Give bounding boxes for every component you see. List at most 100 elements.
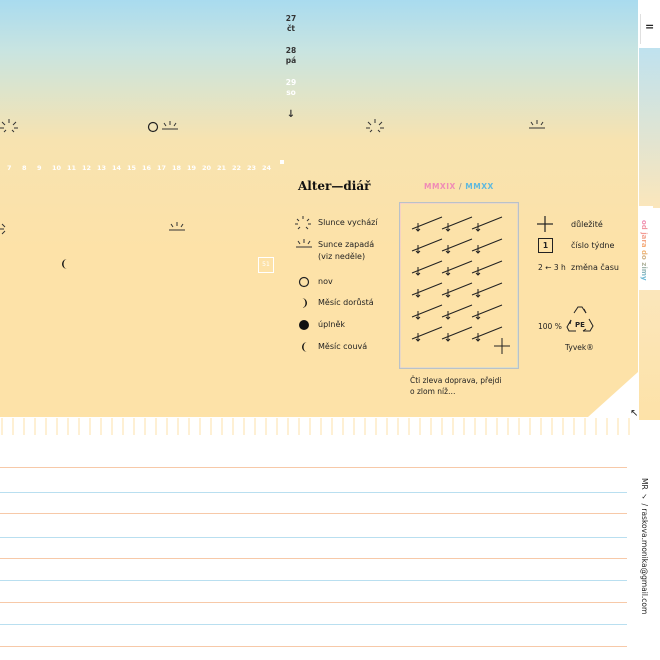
hour-label: 18 bbox=[172, 164, 182, 172]
waxing-moon-icon bbox=[302, 298, 307, 308]
hour-label: 9 bbox=[37, 164, 42, 172]
guide-stroke bbox=[411, 238, 443, 252]
hour-label: 23 bbox=[247, 164, 257, 172]
top-tab[interactable]: = bbox=[640, 14, 660, 44]
season-tab[interactable]: od jara do zimy bbox=[639, 206, 653, 286]
legend-label: číslo týdne bbox=[571, 241, 615, 250]
guide-arrow bbox=[475, 245, 481, 254]
sunset-icon bbox=[296, 239, 312, 248]
hour-scale: 7 8 9 10 11 12 13 14 15 16 17 18 19 20 21 22 23 24 bbox=[0, 164, 280, 176]
legend-label: (viz neděle) bbox=[318, 252, 366, 261]
material-code: PE bbox=[575, 321, 585, 329]
year-a: MMXIX bbox=[424, 182, 456, 191]
reading-guide-box bbox=[399, 202, 519, 369]
recycle-icon bbox=[566, 306, 594, 332]
side-gradient-lower bbox=[639, 290, 660, 420]
guide-arrow bbox=[445, 245, 451, 254]
guide-stroke bbox=[471, 282, 503, 296]
sunrise-icon bbox=[0, 119, 18, 133]
legend-label: důležité bbox=[571, 220, 603, 229]
season-tab-label: od jara do zimy bbox=[640, 220, 648, 281]
hour-label: 13 bbox=[97, 164, 107, 172]
sunrise-icon bbox=[366, 119, 384, 133]
guide-arrow bbox=[445, 311, 451, 320]
guide-stroke bbox=[471, 304, 503, 318]
hour-label: 17 bbox=[157, 164, 167, 172]
hour-label: 14 bbox=[112, 164, 122, 172]
waning-moon-icon bbox=[62, 259, 67, 269]
hour-label: 11 bbox=[67, 164, 77, 172]
sunset-icon bbox=[169, 222, 185, 231]
ruler-ticks bbox=[1, 418, 630, 435]
guide-stroke bbox=[411, 216, 443, 230]
sunrise-icon bbox=[295, 216, 311, 230]
guide-caption-line-1: Čti zleva doprava, přejdi bbox=[410, 376, 502, 385]
sunset-icon bbox=[529, 120, 545, 129]
writing-line bbox=[0, 624, 627, 625]
writing-line bbox=[0, 602, 627, 603]
new-moon-icon bbox=[298, 276, 310, 288]
guide-arrow bbox=[445, 267, 451, 276]
guide-stroke bbox=[471, 238, 503, 252]
legend-label: úplněk bbox=[318, 320, 345, 329]
legend-label: Slunce vychází bbox=[318, 218, 378, 227]
guide-arrow bbox=[415, 289, 421, 298]
equals-icon: = bbox=[645, 20, 655, 33]
year-range: MMXIX / MMXX bbox=[424, 182, 494, 191]
side-gradient bbox=[639, 48, 660, 208]
guide-caption-line-2: o zlom níž… bbox=[410, 387, 456, 396]
guide-arrow bbox=[475, 311, 481, 320]
date-day: čt bbox=[286, 24, 296, 33]
guide-arrow bbox=[415, 267, 421, 276]
down-arrow-icon: ↓ bbox=[286, 109, 296, 120]
guide-stroke bbox=[441, 238, 473, 252]
legend-label: Sunce zapadá bbox=[318, 240, 375, 249]
guide-stroke bbox=[471, 260, 503, 274]
guide-arrow bbox=[475, 333, 481, 342]
hour-label: 21 bbox=[217, 164, 227, 172]
sunrise-icon bbox=[0, 223, 6, 235]
date-column: 27 čt 28 pá 29 so ↓ bbox=[279, 14, 303, 120]
guide-arrow bbox=[475, 223, 481, 232]
author-contact: MR ✓ / raskova.monika@gmail.com bbox=[640, 478, 649, 615]
writing-line bbox=[0, 513, 627, 514]
date-number: 28 bbox=[285, 46, 297, 55]
guide-stroke bbox=[411, 260, 443, 274]
date-day: so bbox=[286, 88, 296, 97]
hour-label: 20 bbox=[202, 164, 212, 172]
guide-stroke bbox=[471, 216, 503, 230]
hour-label: 19 bbox=[187, 164, 197, 172]
full-moon-icon bbox=[299, 320, 309, 330]
important-plus-icon bbox=[537, 216, 553, 232]
material-percent: 100 % bbox=[538, 322, 562, 331]
guide-caption: Čti zleva doprava, přejdi o zlom níž… bbox=[410, 375, 502, 397]
guide-stroke bbox=[411, 326, 443, 340]
legend-title: Alter—diář bbox=[298, 179, 371, 193]
hour-label: 8 bbox=[22, 164, 27, 172]
year-b: MMXX bbox=[465, 182, 494, 191]
material-name: Tyvek® bbox=[565, 343, 594, 352]
guide-arrow bbox=[475, 289, 481, 298]
writing-line bbox=[0, 580, 627, 581]
writing-line bbox=[0, 558, 627, 559]
legend-label: změna času bbox=[571, 263, 619, 272]
hour-label: 16 bbox=[142, 164, 152, 172]
guide-stroke bbox=[441, 304, 473, 318]
week-number-example: 1 bbox=[538, 238, 553, 253]
hour-label: 10 bbox=[52, 164, 62, 172]
guide-arrow bbox=[415, 223, 421, 232]
date-day: pá bbox=[285, 56, 297, 65]
guide-stroke bbox=[441, 282, 473, 296]
hour-label: 24 bbox=[262, 164, 272, 172]
writing-line bbox=[0, 537, 627, 538]
week-number-badge: 51 bbox=[258, 257, 274, 273]
writing-line bbox=[0, 467, 627, 468]
time-change-symbol: 2 ← 3 h bbox=[538, 263, 566, 272]
guide-stroke bbox=[441, 260, 473, 274]
marker-dot bbox=[280, 160, 284, 164]
legend-label: Měsíc couvá bbox=[318, 342, 368, 351]
guide-arrow bbox=[475, 267, 481, 276]
guide-stroke bbox=[411, 282, 443, 296]
corner-arrow-icon[interactable]: ↖ bbox=[630, 408, 639, 419]
